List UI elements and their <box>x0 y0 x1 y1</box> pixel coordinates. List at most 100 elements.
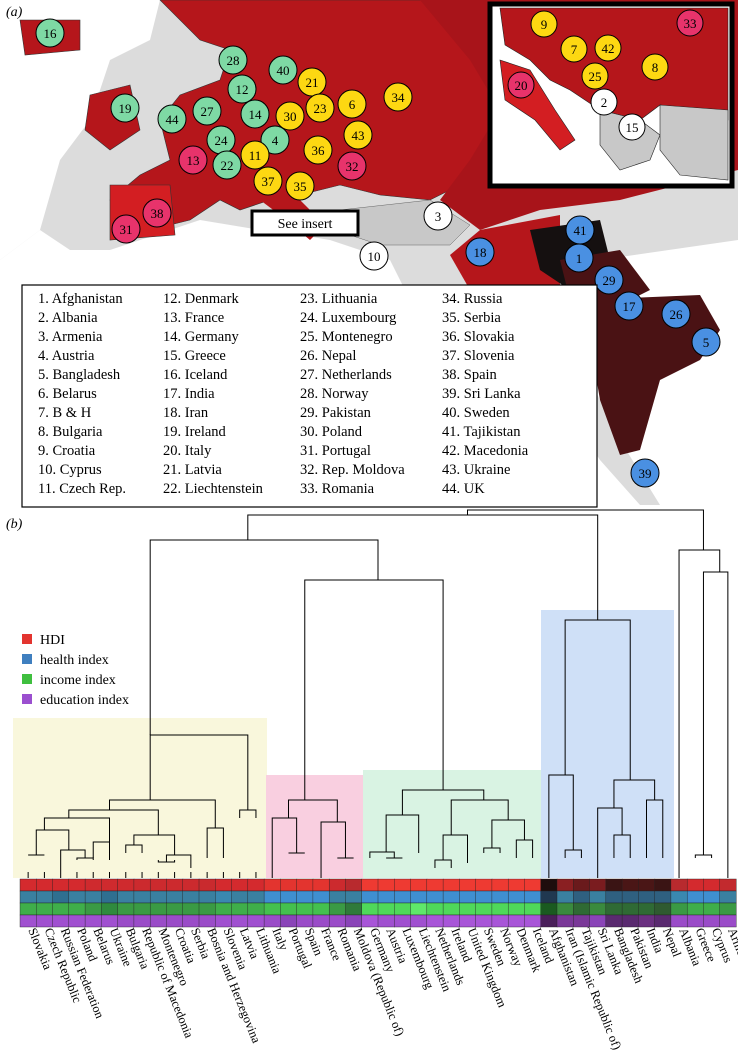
key-entry: 26. Nepal <box>300 348 356 364</box>
heatmap-cell <box>52 878 70 892</box>
heatmap-cell <box>361 878 379 892</box>
heatmap-cell <box>475 878 493 892</box>
heatmap-cell <box>507 890 525 904</box>
heatmap-cell <box>719 890 737 904</box>
inset-marker: 9 <box>530 10 558 38</box>
heatmap-cell <box>84 878 102 892</box>
inset-marker: 15 <box>618 113 646 141</box>
map-marker: 32 <box>337 151 367 181</box>
heatmap-cell <box>215 902 233 916</box>
marker-number: 19 <box>119 101 132 116</box>
heatmap-cell <box>410 890 428 904</box>
cluster-green <box>363 770 543 878</box>
marker-number: 37 <box>262 174 276 189</box>
heatmap-cell <box>312 890 330 904</box>
marker-number: 26 <box>670 307 684 322</box>
heatmap-cell <box>426 878 444 892</box>
cluster-pink <box>266 775 363 878</box>
heatmap-cell <box>198 878 216 892</box>
marker-number: 33 <box>684 16 697 31</box>
key-entry: 33. Romania <box>300 481 375 497</box>
map-marker: 40 <box>268 55 298 85</box>
map-marker: 28 <box>218 45 248 75</box>
inset-markers: 9 33 7 42 8 20 25 2 15 <box>507 9 704 141</box>
panel-a-label: (a) <box>6 5 23 20</box>
map-marker: 3 <box>423 201 453 231</box>
heatmap-cell <box>361 902 379 916</box>
heatmap-cell <box>621 890 639 904</box>
heatmap-cell <box>101 890 119 904</box>
key-entry: 40. Sweden <box>442 405 510 421</box>
map-marker: 19 <box>110 93 140 123</box>
heatmap-cell <box>442 902 460 916</box>
heatmap-cell <box>507 878 525 892</box>
heatmap-cell <box>280 902 298 916</box>
marker-number: 7 <box>571 42 578 57</box>
key-entry: 3. Armenia <box>38 329 103 345</box>
key-entry: 13. France <box>163 310 224 326</box>
heatmap-cell <box>491 890 509 904</box>
marker-number: 15 <box>626 120 639 135</box>
heatmap-cell <box>215 890 233 904</box>
cluster-yellow <box>13 718 267 878</box>
heatmap-cell <box>280 890 298 904</box>
heatmap-cell <box>638 902 656 916</box>
marker-number: 10 <box>368 249 381 264</box>
heatmap-cell <box>377 878 395 892</box>
marker-number: 11 <box>249 148 262 163</box>
heatmap-cell <box>524 902 542 916</box>
map-marker: 36 <box>303 135 333 165</box>
map-marker: 44 <box>157 104 187 134</box>
heatmap-cell <box>215 878 233 892</box>
marker-number: 29 <box>603 273 616 288</box>
heatmap-cell <box>36 890 54 904</box>
heatmap-cell <box>133 878 151 892</box>
heatmap-cell <box>638 878 656 892</box>
key-entry: 36. Slovakia <box>442 329 515 345</box>
panel-b-label: (b) <box>6 517 23 532</box>
heatmap-cell <box>686 902 704 916</box>
heatmap-cell <box>117 902 135 916</box>
key-entry: 43. Ukraine <box>442 462 510 478</box>
heatmap-cell <box>719 878 737 892</box>
map-marker: 5 <box>691 327 721 357</box>
heatmap-cell <box>166 878 184 892</box>
heatmap-cell <box>52 902 70 916</box>
heatmap-cell <box>101 902 119 916</box>
map-marker: 17 <box>614 291 644 321</box>
key-entry: 8. Bulgaria <box>38 424 103 440</box>
map-marker: 43 <box>343 120 373 150</box>
map-marker: 10 <box>359 241 389 271</box>
heatmap-cell <box>117 878 135 892</box>
map-marker: 38 <box>142 198 172 228</box>
heatmap-cell <box>263 878 281 892</box>
key-entry: 12. Denmark <box>163 291 239 307</box>
inset-marker: 42 <box>594 34 622 62</box>
heatmap-cell <box>231 902 249 916</box>
country-key: 1. Afghanistan 2. Albania 3. Armenia 4. Aus… <box>21 284 598 508</box>
heatmap-cell <box>296 878 314 892</box>
heatmap-cell <box>312 878 330 892</box>
map-marker: 12 <box>227 74 257 104</box>
heatmap-cell <box>621 878 639 892</box>
heatmap-cell <box>312 902 330 916</box>
heatmap-cell <box>149 902 167 916</box>
key-entry: 24. Luxembourg <box>300 310 396 326</box>
heatmap-cell <box>459 878 477 892</box>
heatmap-cell <box>654 902 672 916</box>
index-legend: HDI health index income index education ind… <box>22 633 129 708</box>
marker-number: 39 <box>639 466 652 481</box>
key-entry: 21. Latvia <box>163 462 222 478</box>
marker-number: 8 <box>652 60 659 75</box>
legend-label: HDI <box>40 633 65 648</box>
legend-swatch <box>22 654 32 664</box>
heatmap-cell <box>198 890 216 904</box>
marker-number: 14 <box>249 107 263 122</box>
inset-marker: 8 <box>641 53 669 81</box>
heatmap-cell <box>540 878 558 892</box>
heatmap-cell <box>166 890 184 904</box>
heatmap-cell <box>719 902 737 916</box>
marker-number: 5 <box>703 335 710 350</box>
marker-number: 17 <box>623 299 637 314</box>
marker-number: 40 <box>277 63 290 78</box>
